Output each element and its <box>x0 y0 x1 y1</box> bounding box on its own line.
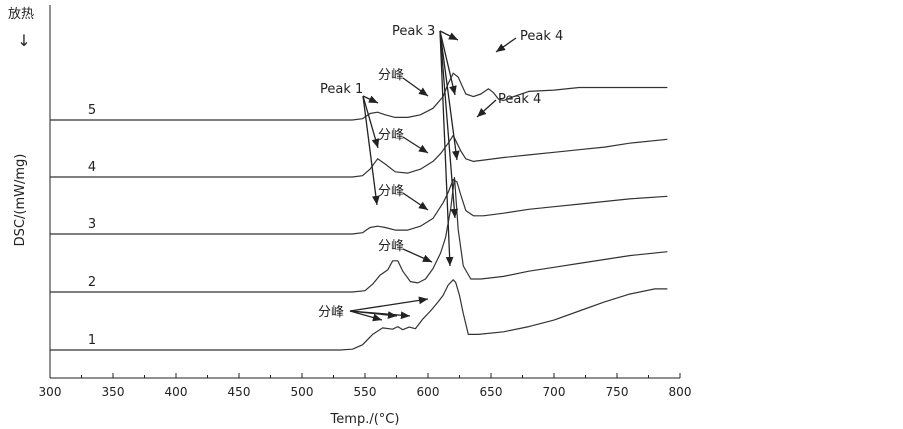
y-axis-title: DSC/(mW/mg) <box>13 154 28 247</box>
curve-label-group: 1 2 3 4 5 <box>88 103 96 348</box>
fenfeng-arrow-curve1-d <box>349 296 429 312</box>
fenfeng-arrow-curve3 <box>402 192 429 211</box>
x-tick-label: 500 <box>291 385 314 399</box>
series-label-2: 2 <box>88 275 96 290</box>
series-line-1 <box>50 279 668 351</box>
fenfeng-label-1: 分峰 <box>318 305 344 320</box>
x-tick-label: 650 <box>480 385 503 399</box>
fenfeng-label-3: 分峰 <box>378 184 404 199</box>
series-label-3: 3 <box>88 217 96 232</box>
fenfeng-label-5: 分峰 <box>378 68 404 83</box>
x-tick-label: 800 <box>669 385 692 399</box>
curve-group <box>50 72 668 351</box>
series-line-2 <box>50 177 668 293</box>
fenfeng-label-4: 分峰 <box>378 128 404 143</box>
x-tick-label: 300 <box>39 385 62 399</box>
x-tick-label: 750 <box>606 385 629 399</box>
peak3-arrow-curve1 <box>439 30 454 267</box>
series-label-4: 4 <box>88 160 96 175</box>
fenfeng-arrow-curve2 <box>402 248 433 263</box>
peak1-arrow-curve5 <box>362 95 379 104</box>
x-tick-group: 300 350 400 450 500 550 600 650 700 750 800 <box>39 373 692 399</box>
fenfeng-label-2: 分峰 <box>378 239 404 254</box>
peak4-arrow-lower <box>476 99 497 118</box>
peak3-arrow-curve3 <box>439 30 460 161</box>
x-tick-label: 350 <box>102 385 125 399</box>
x-tick-label: 400 <box>165 385 188 399</box>
peak1-arrow-curve4 <box>362 95 380 149</box>
peak4-lower-label: Peak 4 <box>498 92 541 107</box>
exo-label: 放热 <box>8 7 34 22</box>
x-tick-label: 450 <box>228 385 251 399</box>
fenfeng-arrow-curve4 <box>402 136 429 154</box>
series-line-3 <box>50 178 668 235</box>
peak3-arrow-curve4 <box>439 30 457 96</box>
peak3-arrow-curve5 <box>439 30 459 41</box>
series-line-4 <box>50 134 668 178</box>
exo-arrow-icon: ↓ <box>17 31 30 50</box>
x-axis-title: Temp./(°C) <box>330 412 400 427</box>
peak4-upper-label: Peak 4 <box>520 29 563 44</box>
peak1-label: Peak 1 <box>320 82 363 97</box>
x-tick-label: 700 <box>543 385 566 399</box>
x-tick-label: 600 <box>417 385 440 399</box>
fenfeng-arrow-curve1-c <box>349 310 411 320</box>
fenfeng-arrow-curve5 <box>402 77 429 97</box>
peak4-arrow-upper <box>495 37 517 53</box>
annotation-arrows <box>349 30 517 322</box>
peak3-arrow-curve2 <box>439 30 459 219</box>
peak3-label: Peak 3 <box>392 24 435 39</box>
series-label-1: 1 <box>88 333 96 348</box>
peak1-arrow-curve3 <box>362 95 380 206</box>
x-tick-label: 550 <box>354 385 377 399</box>
series-label-5: 5 <box>88 103 96 118</box>
fenfeng-arrow-curve1-a <box>349 310 383 322</box>
